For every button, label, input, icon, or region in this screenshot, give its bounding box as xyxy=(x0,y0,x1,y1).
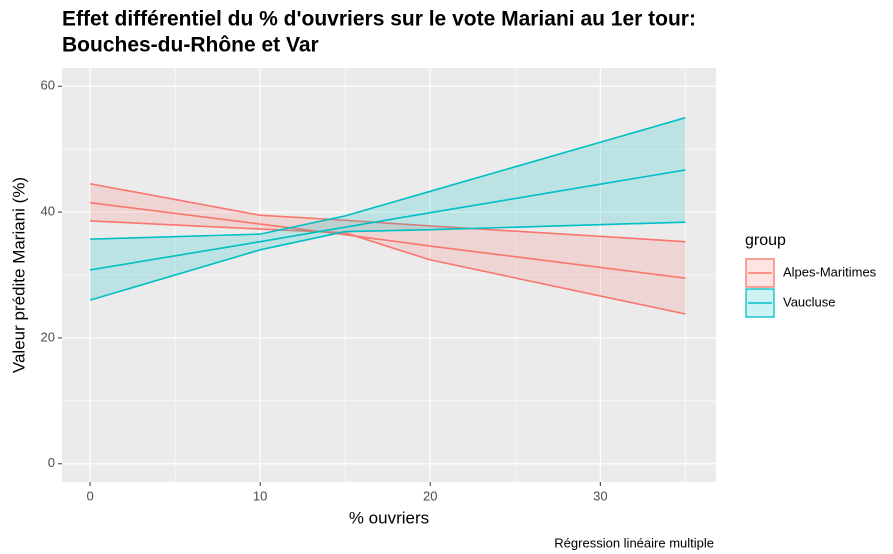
legend-label: Vaucluse xyxy=(783,294,836,309)
caption: Régression linéaire multiple xyxy=(554,535,714,550)
ribbon xyxy=(90,183,686,315)
line xyxy=(89,169,686,271)
ribbon-edge xyxy=(89,182,686,243)
y-tick-label: 20 xyxy=(41,329,55,344)
ribbon xyxy=(90,117,686,301)
x-tick-label: 10 xyxy=(253,488,267,503)
line xyxy=(89,201,686,279)
x-tick-label: 0 xyxy=(86,488,93,503)
legend-label: Alpes-Maritimes xyxy=(783,264,877,279)
chart-title: Bouches-du-Rhône et Var xyxy=(62,34,319,57)
y-tick-label: 0 xyxy=(48,455,55,470)
x-axis-label: % ouvriers xyxy=(349,508,429,527)
ribbon-edge xyxy=(90,116,686,240)
y-tick-label: 40 xyxy=(41,204,55,219)
ribbon-edge xyxy=(90,220,686,315)
x-tick-label: 30 xyxy=(593,488,607,503)
chart-title: Effet différentiel du % d'ouvriers sur l… xyxy=(62,8,696,31)
legend-title: group xyxy=(745,232,786,249)
x-tick-label: 20 xyxy=(423,488,437,503)
y-axis-label: Valeur prédite Mariani (%) xyxy=(9,177,28,373)
y-tick-label: 60 xyxy=(41,78,55,93)
ribbon-edge xyxy=(89,221,686,301)
